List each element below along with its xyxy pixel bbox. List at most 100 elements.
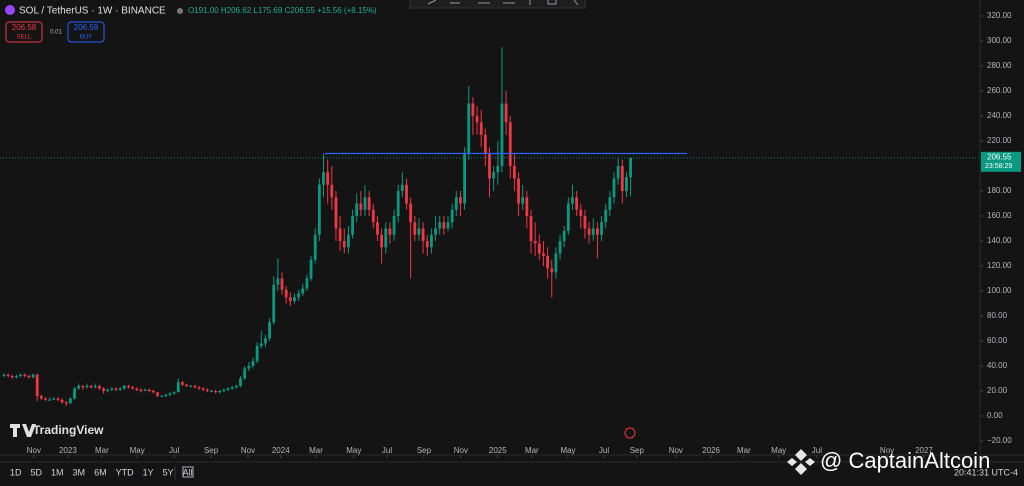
candle-body bbox=[413, 222, 417, 235]
range-button[interactable]: 1Y bbox=[143, 467, 154, 477]
range-button[interactable]: 3M bbox=[73, 467, 86, 477]
candle-body bbox=[400, 184, 404, 191]
x-tick-label: 2024 bbox=[272, 446, 290, 455]
candle-body bbox=[102, 388, 105, 391]
candle-body bbox=[454, 197, 458, 210]
y-tick-label: 240.00 bbox=[987, 111, 1012, 120]
sell-button[interactable] bbox=[5, 21, 43, 43]
x-tick-label: Mar bbox=[525, 446, 539, 455]
x-tick-label: Mar bbox=[309, 446, 323, 455]
candle-body bbox=[239, 378, 242, 386]
candle-body bbox=[234, 386, 238, 388]
y-tick-label: 0.00 bbox=[987, 411, 1003, 420]
candle-body bbox=[6, 374, 10, 376]
calendar-icon[interactable] bbox=[182, 466, 194, 478]
candle-body bbox=[562, 231, 566, 241]
candle-body bbox=[313, 234, 317, 260]
candle-body bbox=[160, 396, 164, 397]
x-tick-label: Mar bbox=[95, 446, 109, 455]
candle-body bbox=[342, 241, 346, 248]
candle-body bbox=[479, 122, 483, 135]
candle-body bbox=[193, 386, 197, 388]
candle-body bbox=[388, 228, 392, 235]
candle-body bbox=[305, 278, 309, 289]
candle-body bbox=[251, 361, 255, 366]
candle-body bbox=[151, 391, 155, 393]
x-tick-label: Nov bbox=[454, 446, 468, 455]
candle-body bbox=[284, 289, 288, 298]
candle-body bbox=[488, 153, 491, 179]
candle-body bbox=[143, 389, 147, 391]
candle-body bbox=[434, 228, 437, 235]
range-button[interactable]: 5D bbox=[31, 467, 43, 477]
tool-icon[interactable] bbox=[427, 0, 437, 5]
candle-body bbox=[89, 386, 93, 388]
tool-icon[interactable] bbox=[547, 0, 557, 5]
tool-icon[interactable] bbox=[573, 0, 579, 6]
candle-body bbox=[463, 153, 467, 204]
candle-body bbox=[558, 241, 562, 254]
range-button[interactable]: 5Y bbox=[163, 467, 174, 477]
candle-body bbox=[243, 368, 247, 379]
candle-body bbox=[64, 402, 68, 404]
candle-body bbox=[442, 222, 446, 229]
candle-body bbox=[425, 241, 429, 248]
x-tick-label: Nov bbox=[27, 446, 41, 455]
candle-body bbox=[68, 398, 72, 404]
candle-body bbox=[322, 172, 325, 185]
candle-body bbox=[492, 172, 496, 179]
candle-body bbox=[27, 376, 31, 378]
buy-button[interactable] bbox=[67, 21, 105, 43]
range-button[interactable]: YTD bbox=[116, 467, 135, 477]
candle-body bbox=[93, 386, 97, 388]
candle-body bbox=[620, 166, 624, 191]
range-button[interactable]: 1D bbox=[10, 467, 22, 477]
candle-body bbox=[276, 278, 280, 285]
candle-body bbox=[272, 284, 276, 323]
candle-body bbox=[114, 388, 118, 390]
x-tick-label: Nov bbox=[669, 446, 683, 455]
range-button[interactable]: 6M bbox=[94, 467, 107, 477]
candle-body bbox=[210, 391, 213, 392]
candle-body bbox=[392, 216, 396, 235]
candle-body bbox=[396, 191, 400, 216]
candle-body bbox=[421, 228, 425, 241]
candle-body bbox=[446, 222, 450, 229]
range-button[interactable]: 1M bbox=[51, 467, 64, 477]
candle-body bbox=[247, 366, 251, 369]
x-tick-label: Mar bbox=[737, 446, 751, 455]
y-tick-label: −20.00 bbox=[987, 436, 1012, 445]
candle-body bbox=[500, 103, 504, 166]
clock: 20:41:31 UTC-4 bbox=[954, 467, 1018, 477]
candle-body bbox=[334, 197, 338, 229]
candle-body bbox=[608, 197, 612, 210]
ohlc-legend: O191.00 H206.62 L175.69 C206.55 +15.56 (… bbox=[188, 6, 377, 15]
last-price-label: 206.55 bbox=[987, 152, 1012, 161]
candle-body bbox=[450, 209, 454, 223]
x-tick-label: May bbox=[771, 446, 786, 455]
candle-body bbox=[579, 209, 583, 216]
plot-area bbox=[0, 47, 980, 406]
toolbar-bg bbox=[409, 0, 586, 9]
candle-body bbox=[31, 374, 35, 378]
range-button[interactable]: All bbox=[183, 467, 193, 477]
candle-body bbox=[44, 398, 47, 400]
candle-body bbox=[259, 343, 263, 346]
buy-label: BUY bbox=[80, 35, 92, 41]
candle-body bbox=[81, 386, 85, 388]
candle-body bbox=[230, 387, 234, 389]
candle-body bbox=[483, 134, 487, 154]
candle-body bbox=[122, 386, 126, 389]
x-tick-label: May bbox=[560, 446, 575, 455]
candle-body bbox=[550, 268, 554, 273]
candle-body bbox=[56, 398, 60, 400]
candle-body bbox=[384, 228, 388, 248]
candle-body bbox=[301, 288, 305, 294]
candle-body bbox=[293, 297, 296, 301]
candle-body bbox=[185, 384, 188, 386]
candle-body bbox=[600, 222, 603, 235]
candle-body bbox=[554, 253, 558, 273]
replay-icon[interactable] bbox=[624, 427, 636, 439]
